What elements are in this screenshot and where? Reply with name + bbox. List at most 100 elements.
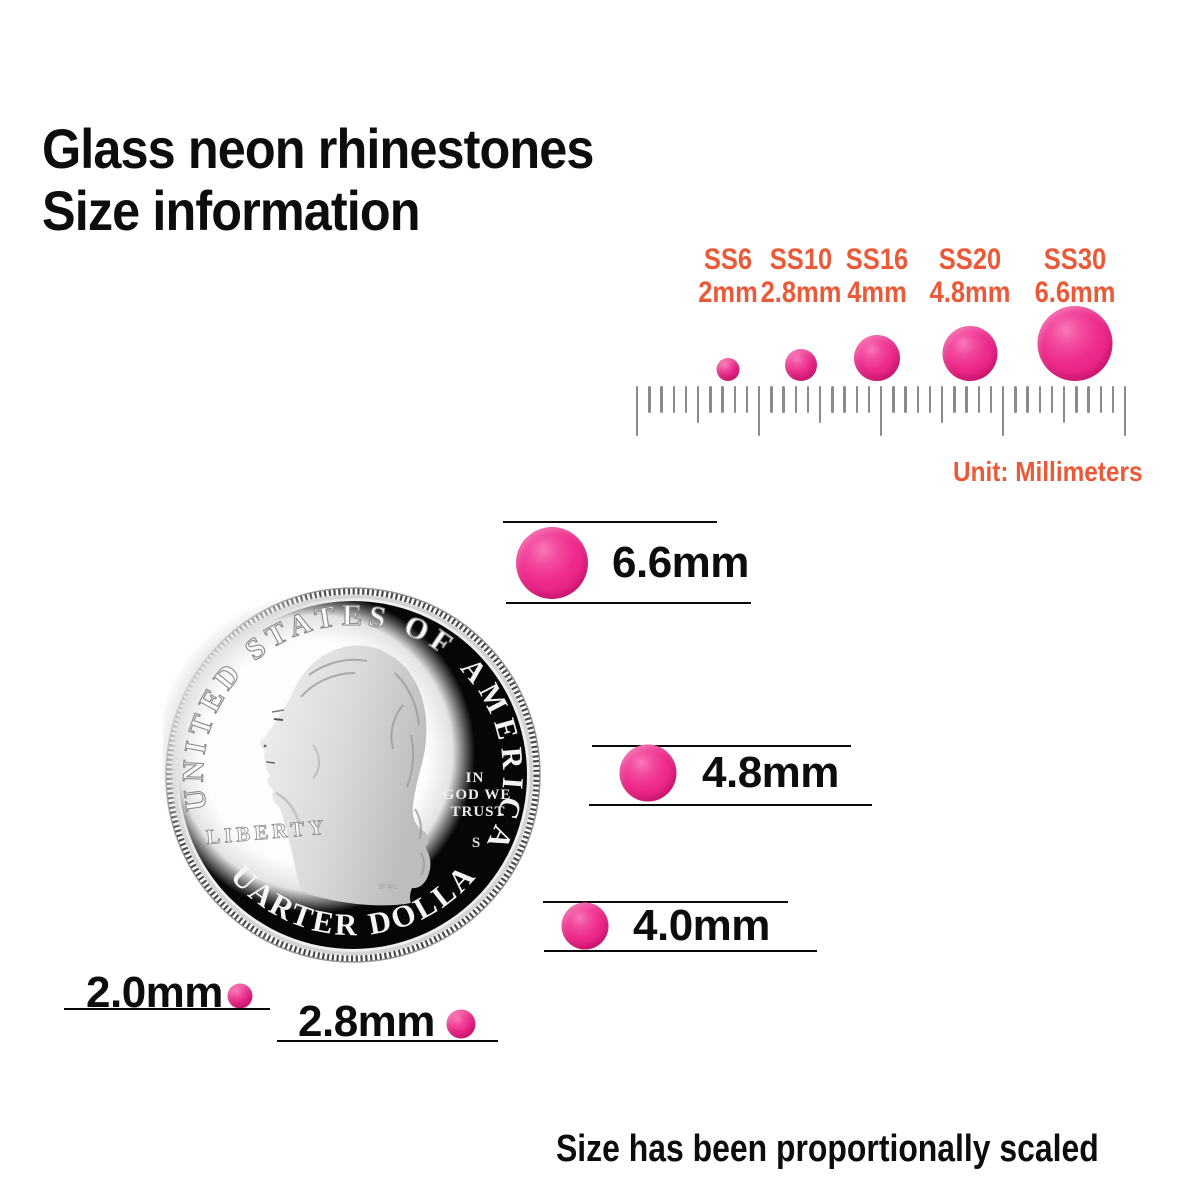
title-line-2: Size information bbox=[42, 179, 421, 242]
ruler-tick bbox=[660, 386, 663, 413]
ss-code-label: SS20 bbox=[938, 243, 1002, 276]
face-detail-lines bbox=[263, 709, 320, 824]
size-underline bbox=[277, 1040, 498, 1042]
ruler-tick bbox=[745, 386, 749, 413]
size-row-label: 4.8mm bbox=[702, 748, 839, 797]
ruler-tick bbox=[1124, 386, 1127, 436]
size-line-above bbox=[543, 901, 788, 903]
ruler-tick bbox=[1063, 386, 1066, 423]
ruler-tick bbox=[819, 386, 822, 423]
ss-code-label: SS6 bbox=[703, 243, 753, 276]
ruler-tick bbox=[953, 386, 956, 413]
ruler-tick bbox=[1087, 386, 1090, 413]
rhinestone-dot bbox=[561, 902, 609, 950]
ruler-tick bbox=[733, 386, 736, 413]
coin-motto: IN GOD WE TRUST bbox=[443, 770, 512, 820]
ruler-tick bbox=[684, 386, 688, 413]
motto-line-2: GOD WE bbox=[443, 787, 512, 803]
size-column-ss10: SS10 2.8mm bbox=[741, 243, 861, 381]
ruler-tick bbox=[697, 386, 700, 423]
rhinestone-dot bbox=[619, 744, 677, 802]
size-row-label: 2.8mm bbox=[298, 997, 435, 1046]
size-underline bbox=[64, 1008, 270, 1010]
size-column-ss20: SS20 4.8mm bbox=[910, 243, 1030, 381]
ruler-tick bbox=[831, 386, 834, 413]
size-column-labels: SS10 2.8mm bbox=[750, 243, 852, 309]
ruler-tick bbox=[1075, 386, 1078, 413]
coin-mint-mark: S bbox=[472, 835, 480, 851]
quarter-coin: JF WC UNITED STATES OF AMERICA LIBERTY I… bbox=[163, 585, 541, 963]
ruler-tick bbox=[709, 386, 712, 413]
ruler-tick bbox=[855, 386, 858, 413]
size-row-label: 2.0mm bbox=[86, 968, 223, 1017]
ruler-tick bbox=[928, 386, 932, 413]
rhinestone-dot bbox=[1037, 306, 1113, 381]
footer-note: Size has been proportionally scaled bbox=[556, 1128, 1099, 1170]
ruler-tick bbox=[941, 386, 944, 423]
ruler-tick bbox=[806, 386, 810, 413]
mm-size-label: 6.6mm bbox=[1034, 276, 1116, 309]
rhinestone-dot bbox=[785, 349, 817, 381]
size-column-labels: SS6 2mm bbox=[677, 243, 779, 309]
size-row-label: 4.0mm bbox=[633, 901, 770, 950]
ruler-tick bbox=[989, 386, 993, 413]
size-chart: SS6 2mm SS10 2.8mm SS16 4mm SS20 4.8mm bbox=[0, 0, 1200, 500]
ruler-tick bbox=[794, 386, 797, 413]
size-line-above bbox=[592, 745, 851, 747]
size-line-above bbox=[503, 521, 717, 523]
ruler-tick bbox=[867, 386, 871, 413]
ruler-tick bbox=[880, 386, 883, 436]
mm-size-label: 2.8mm bbox=[760, 276, 842, 309]
engraver-initials: JF WC bbox=[378, 883, 398, 891]
ruler-tick bbox=[721, 386, 724, 413]
rhinestone-dot bbox=[942, 326, 998, 381]
ruler-tick bbox=[904, 386, 907, 413]
ruler-tick bbox=[782, 386, 785, 413]
size-column-ss30: SS30 6.6mm bbox=[1015, 243, 1135, 381]
ruler-tick bbox=[1111, 386, 1115, 413]
hair-detail-lines bbox=[300, 658, 425, 876]
ruler-tick bbox=[1038, 386, 1041, 413]
ruler-tick bbox=[770, 386, 773, 413]
mm-size-label: 4mm bbox=[847, 276, 907, 309]
ss-code-label: SS10 bbox=[769, 243, 833, 276]
rhinestone-dot bbox=[227, 983, 253, 1009]
size-row-label: 6.6mm bbox=[612, 538, 749, 587]
ss-code-label: SS16 bbox=[845, 243, 909, 276]
size-line-below bbox=[589, 804, 872, 806]
rhinestone-dot bbox=[446, 1009, 476, 1039]
rhinestone-dot bbox=[716, 358, 740, 381]
size-column-labels: SS16 4mm bbox=[826, 243, 928, 309]
rhinestone-dot bbox=[516, 527, 588, 599]
ruler-tick bbox=[758, 386, 761, 436]
size-column-ss6: SS6 2mm bbox=[668, 243, 788, 381]
ruler-tick bbox=[1050, 386, 1054, 413]
rhinestone-dot bbox=[854, 335, 900, 381]
size-line-below bbox=[544, 950, 817, 952]
size-column-labels: SS20 4.8mm bbox=[919, 243, 1021, 309]
motto-line-1: IN bbox=[466, 770, 485, 786]
washington-bust: JF WC bbox=[260, 645, 431, 906]
ruler-tick bbox=[1014, 386, 1017, 413]
ruler-tick bbox=[636, 386, 639, 436]
mm-size-label: 2mm bbox=[698, 276, 758, 309]
ruler-tick bbox=[965, 386, 968, 413]
ruler-tick bbox=[648, 386, 651, 413]
ruler-tick bbox=[892, 386, 895, 413]
title-line-1: Glass neon rhinestones bbox=[42, 117, 594, 180]
motto-line-3: TRUST bbox=[450, 804, 505, 820]
size-column-labels: SS30 6.6mm bbox=[1024, 243, 1126, 309]
ruler-tick bbox=[1002, 386, 1005, 436]
ruler-tick bbox=[1026, 386, 1029, 413]
ruler-tick bbox=[977, 386, 980, 413]
page-title: Glass neon rhinestones Size information bbox=[42, 118, 594, 242]
mm-size-label: 4.8mm bbox=[929, 276, 1011, 309]
ruler-tick bbox=[672, 386, 675, 413]
ruler bbox=[636, 386, 1127, 438]
ruler-tick bbox=[916, 386, 919, 413]
ruler-tick bbox=[843, 386, 846, 413]
ss-code-label: SS30 bbox=[1043, 243, 1107, 276]
ruler-tick bbox=[1099, 386, 1102, 413]
size-line-below bbox=[506, 602, 751, 604]
